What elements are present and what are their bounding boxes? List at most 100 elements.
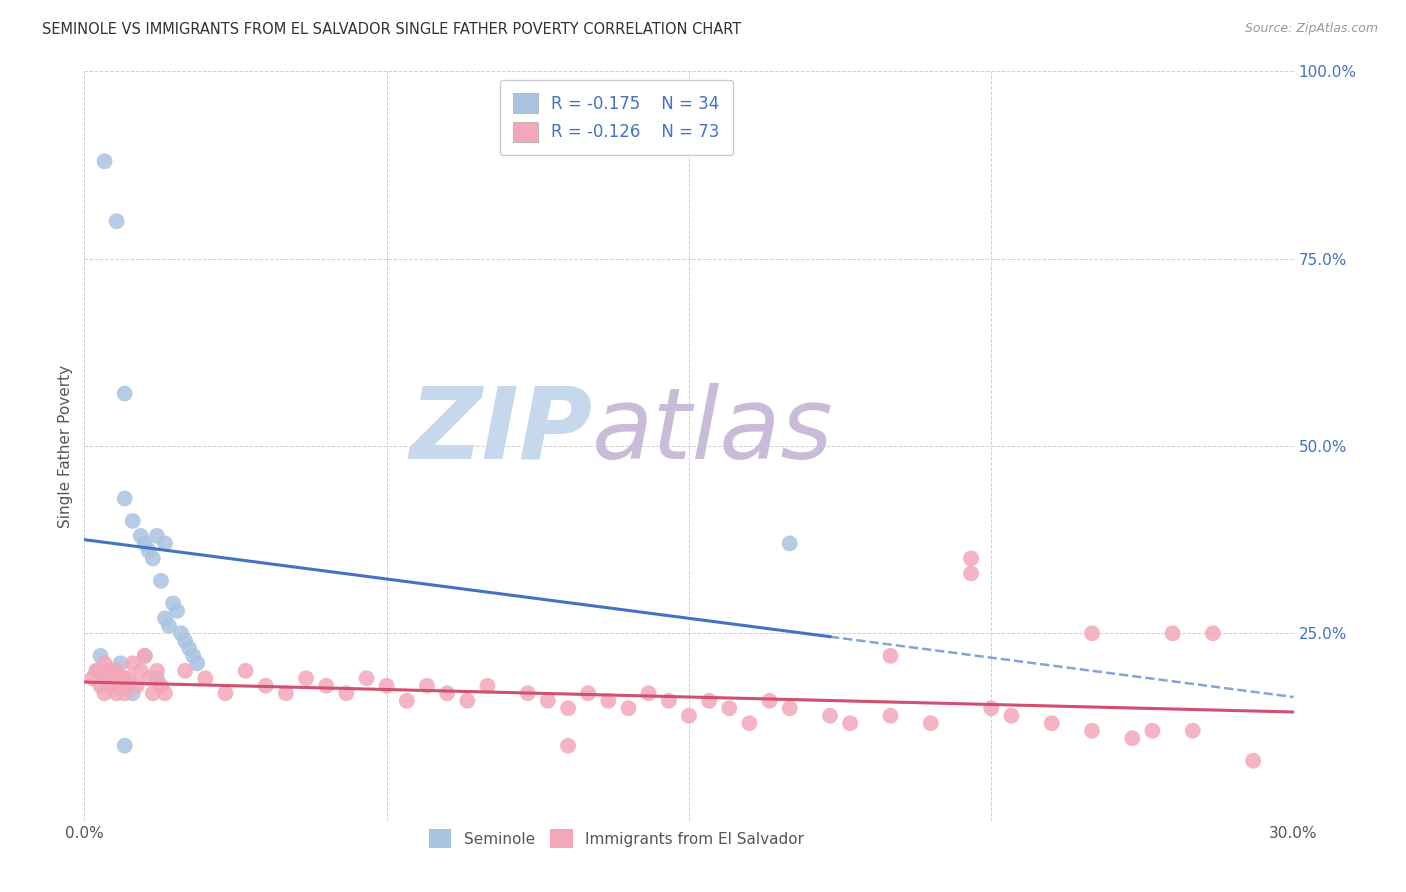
Point [181,648,204,663]
Point [121,657,143,671]
Point [142,551,165,566]
Point [82,671,104,685]
Text: atlas: atlas [592,383,834,480]
Point [93,154,115,169]
Point [149,574,172,588]
Point [658,694,681,708]
Point [129,529,152,543]
Point [738,716,761,731]
Point [105,686,128,700]
Point [105,664,128,678]
Point [1040,716,1063,731]
Point [129,664,152,678]
Point [149,679,172,693]
Point [114,679,136,693]
Point [1081,626,1104,640]
Text: SEMINOLE VS IMMIGRANTS FROM EL SALVADOR SINGLE FATHER POVERTY CORRELATION CHART: SEMINOLE VS IMMIGRANTS FROM EL SALVADOR … [42,22,741,37]
Point [121,686,143,700]
Point [166,604,188,618]
Point [1181,723,1204,738]
Point [142,686,165,700]
Point [121,514,143,528]
Point [879,648,901,663]
Point [138,544,160,558]
Point [576,686,599,700]
Point [162,596,184,610]
Point [436,686,458,700]
Point [97,679,120,693]
Point [118,671,141,685]
Point [779,701,801,715]
Point [516,686,538,700]
Point [186,657,208,671]
Point [617,701,640,715]
Point [1202,626,1225,640]
Text: ZIP: ZIP [409,383,592,480]
Point [153,686,176,700]
Point [101,679,124,693]
Point [557,701,579,715]
Point [395,694,418,708]
Point [1241,754,1264,768]
Point [718,701,741,715]
Point [598,694,620,708]
Point [93,657,115,671]
Point [375,679,398,693]
Point [153,611,176,625]
Point [114,386,136,401]
Point [174,633,197,648]
Point [101,671,124,685]
Point [125,679,148,693]
Point [1000,708,1022,723]
Point [97,664,120,678]
Point [86,664,108,678]
Point [179,641,201,656]
Point [134,536,156,550]
Point [254,679,277,693]
Y-axis label: Single Father Poverty: Single Father Poverty [58,365,73,527]
Text: Source: ZipAtlas.com: Source: ZipAtlas.com [1244,22,1378,36]
Point [1121,731,1143,746]
Point [89,648,111,663]
Point [105,671,128,685]
Point [194,671,217,685]
Point [146,529,169,543]
Point [214,686,236,700]
Point [416,679,439,693]
Point [879,708,901,723]
Point [637,686,659,700]
Point [960,551,983,566]
Point [477,679,499,693]
Point [146,671,169,685]
Point [818,708,841,723]
Point [138,671,160,685]
Point [678,708,700,723]
Point [537,694,560,708]
Point [1161,626,1184,640]
Point [235,664,257,678]
Point [97,671,120,685]
Point [315,679,337,693]
Point [114,491,136,506]
Point [920,716,942,731]
Point [105,214,128,228]
Point [697,694,720,708]
Point [114,671,136,685]
Point [1142,723,1164,738]
Point [557,739,579,753]
Point [93,686,115,700]
Point [110,657,132,671]
Point [134,648,156,663]
Point [86,664,108,678]
Point [960,566,983,581]
Point [295,671,318,685]
Point [134,648,156,663]
Point [170,626,193,640]
Point [101,664,124,678]
Point [1081,723,1104,738]
Point [335,686,357,700]
Point [274,686,297,700]
Point [456,694,478,708]
Point [356,671,378,685]
Point [114,686,136,700]
